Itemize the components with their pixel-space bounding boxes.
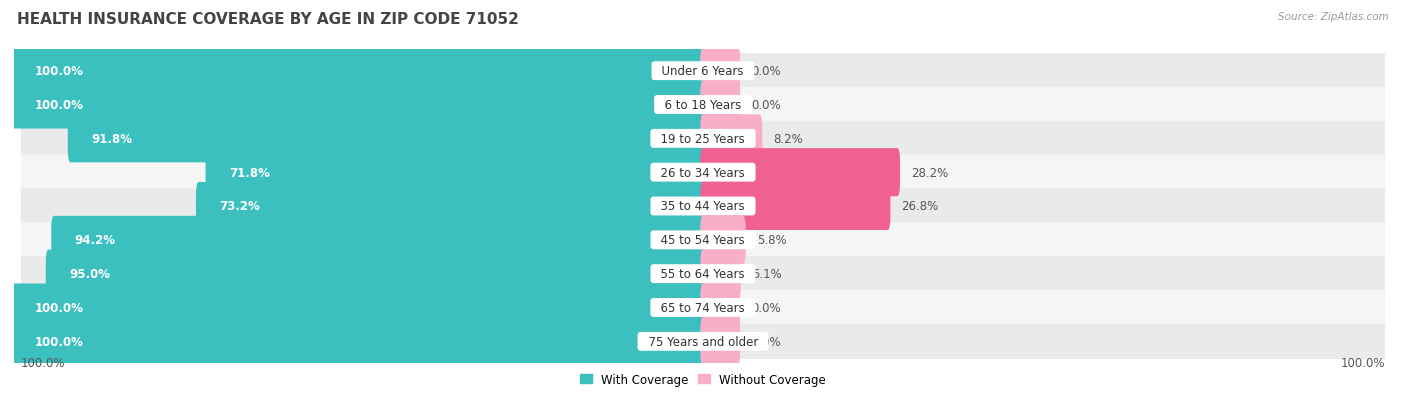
FancyBboxPatch shape — [51, 216, 706, 264]
FancyBboxPatch shape — [21, 324, 1385, 359]
FancyBboxPatch shape — [21, 88, 1385, 123]
FancyBboxPatch shape — [700, 250, 741, 298]
FancyBboxPatch shape — [205, 149, 706, 197]
Text: 100.0%: 100.0% — [35, 335, 83, 348]
Text: 8.2%: 8.2% — [773, 133, 803, 145]
Text: 0.0%: 0.0% — [751, 65, 780, 78]
FancyBboxPatch shape — [700, 115, 762, 163]
FancyBboxPatch shape — [700, 47, 740, 95]
FancyBboxPatch shape — [11, 318, 706, 366]
Text: 28.2%: 28.2% — [911, 166, 948, 179]
FancyBboxPatch shape — [700, 284, 740, 332]
Text: 100.0%: 100.0% — [35, 99, 83, 112]
Text: 94.2%: 94.2% — [75, 234, 115, 247]
FancyBboxPatch shape — [11, 47, 706, 95]
FancyBboxPatch shape — [21, 290, 1385, 325]
FancyBboxPatch shape — [700, 318, 740, 366]
Text: 71.8%: 71.8% — [229, 166, 270, 179]
FancyBboxPatch shape — [195, 183, 706, 230]
Text: 75 Years and older: 75 Years and older — [641, 335, 765, 348]
Legend: With Coverage, Without Coverage: With Coverage, Without Coverage — [579, 373, 827, 386]
Text: 100.0%: 100.0% — [21, 356, 66, 369]
FancyBboxPatch shape — [700, 183, 890, 230]
Text: 73.2%: 73.2% — [219, 200, 260, 213]
Text: 100.0%: 100.0% — [35, 301, 83, 314]
Text: 6 to 18 Years: 6 to 18 Years — [657, 99, 749, 112]
Text: 65 to 74 Years: 65 to 74 Years — [654, 301, 752, 314]
FancyBboxPatch shape — [46, 250, 706, 298]
Text: 100.0%: 100.0% — [35, 65, 83, 78]
Text: 95.0%: 95.0% — [69, 268, 110, 280]
Text: 5.8%: 5.8% — [756, 234, 786, 247]
FancyBboxPatch shape — [700, 149, 900, 197]
FancyBboxPatch shape — [21, 189, 1385, 224]
Text: 0.0%: 0.0% — [751, 99, 780, 112]
Text: 35 to 44 Years: 35 to 44 Years — [654, 200, 752, 213]
Text: HEALTH INSURANCE COVERAGE BY AGE IN ZIP CODE 71052: HEALTH INSURANCE COVERAGE BY AGE IN ZIP … — [17, 12, 519, 27]
FancyBboxPatch shape — [700, 216, 745, 264]
Text: 91.8%: 91.8% — [91, 133, 132, 145]
Text: 26 to 34 Years: 26 to 34 Years — [654, 166, 752, 179]
Text: 45 to 54 Years: 45 to 54 Years — [654, 234, 752, 247]
FancyBboxPatch shape — [67, 115, 706, 163]
FancyBboxPatch shape — [21, 256, 1385, 292]
Text: 55 to 64 Years: 55 to 64 Years — [654, 268, 752, 280]
Text: 0.0%: 0.0% — [751, 301, 780, 314]
FancyBboxPatch shape — [700, 81, 740, 129]
Text: 100.0%: 100.0% — [1340, 356, 1385, 369]
FancyBboxPatch shape — [11, 284, 706, 332]
FancyBboxPatch shape — [11, 81, 706, 129]
FancyBboxPatch shape — [21, 54, 1385, 89]
Text: 26.8%: 26.8% — [901, 200, 939, 213]
Text: 19 to 25 Years: 19 to 25 Years — [654, 133, 752, 145]
FancyBboxPatch shape — [21, 121, 1385, 157]
Text: 0.0%: 0.0% — [751, 335, 780, 348]
Text: Under 6 Years: Under 6 Years — [655, 65, 751, 78]
Text: 5.1%: 5.1% — [752, 268, 782, 280]
Text: Source: ZipAtlas.com: Source: ZipAtlas.com — [1278, 12, 1389, 22]
FancyBboxPatch shape — [21, 155, 1385, 190]
FancyBboxPatch shape — [21, 223, 1385, 258]
